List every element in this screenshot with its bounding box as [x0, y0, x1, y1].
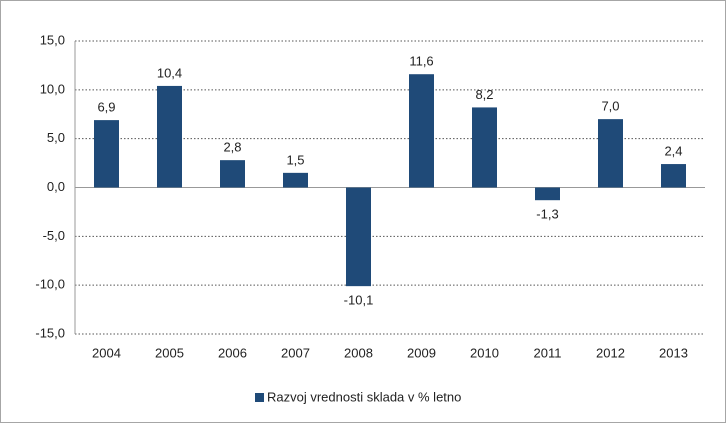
y-tick-label: 5,0	[47, 130, 65, 145]
bar	[346, 187, 371, 287]
x-tick-label: 2011	[534, 345, 562, 360]
bar	[283, 172, 308, 188]
bar	[535, 187, 560, 201]
legend-swatch	[255, 393, 264, 402]
value-label: 2,8	[223, 140, 241, 155]
x-tick-label: 2010	[470, 345, 499, 360]
value-label: 11,6	[409, 54, 433, 69]
y-tick-label: 15,0	[40, 32, 65, 47]
value-label: 7,0	[601, 99, 619, 114]
bar	[661, 164, 686, 188]
bar	[598, 119, 623, 188]
bar	[220, 160, 245, 188]
x-tick-label: 2012	[596, 345, 625, 360]
value-label: 10,4	[157, 65, 182, 80]
x-tick-label: 2009	[407, 345, 436, 360]
y-tick-label: -10,0	[35, 277, 65, 292]
y-tick-label: 0,0	[47, 179, 65, 194]
x-tick-label: 2005	[155, 345, 184, 360]
legend-label: Razvoj vrednosti sklada v % letno	[267, 389, 461, 404]
value-label: -10,1	[344, 293, 374, 308]
x-tick-label: 2006	[218, 345, 247, 360]
value-label: 8,2	[475, 87, 493, 102]
bar	[409, 74, 434, 188]
x-tick-label: 2008	[344, 345, 373, 360]
bar	[157, 85, 182, 188]
x-tick-label: 2007	[281, 345, 310, 360]
bar	[472, 107, 497, 188]
y-tick-label: -5,0	[43, 228, 65, 243]
x-tick-label: 2013	[659, 345, 688, 360]
bar	[94, 120, 119, 188]
y-tick-label: 10,0	[40, 81, 65, 96]
x-tick-label: 2004	[92, 345, 121, 360]
value-label: 2,4	[664, 143, 682, 158]
y-tick-label: -15,0	[35, 325, 65, 340]
value-label: 6,9	[97, 100, 115, 115]
value-label: 1,5	[286, 152, 304, 167]
value-label: -1,3	[536, 207, 558, 222]
